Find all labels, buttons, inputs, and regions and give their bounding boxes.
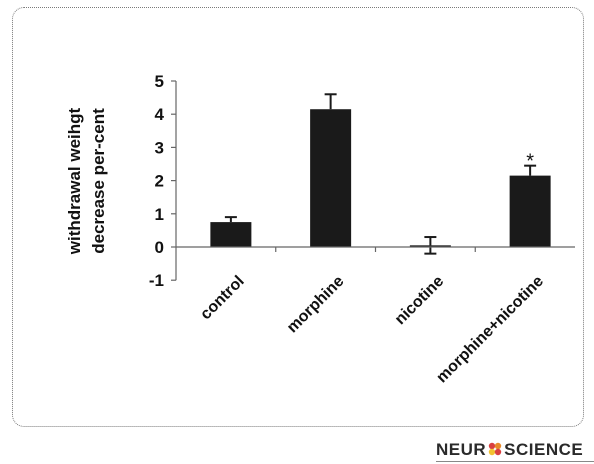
- y-tick-label: 0: [155, 238, 164, 257]
- y-tick-label: 4: [155, 105, 165, 124]
- logo-text-left: NEUR: [436, 440, 487, 459]
- y-tick-label: 5: [155, 72, 164, 91]
- y-axis-label: withdrawal weihgt decrease per-cent: [65, 107, 108, 255]
- category-label: control: [197, 273, 247, 323]
- bar: [310, 109, 352, 247]
- axes: [175, 81, 575, 281]
- y-tick-label: 2: [155, 172, 164, 191]
- significance-marker: *: [526, 151, 534, 173]
- neuroscience-logo: NEUR SCIENCE: [436, 440, 583, 460]
- bar: [509, 175, 551, 247]
- chart-frame: [12, 7, 584, 427]
- category-label: morphine: [284, 273, 348, 337]
- y-axis-ticks: -1 0 1 2 3 4 5: [149, 72, 176, 290]
- y-tick-label: 3: [155, 138, 164, 157]
- category-label: nicotine: [392, 273, 447, 328]
- y-axis-label-line-2: decrease per-cent: [89, 108, 108, 254]
- y-tick-label: 1: [155, 205, 164, 224]
- y-axis-label-line-1: withdrawal weihgt: [65, 107, 84, 255]
- category-label: morphine+nicotine: [433, 273, 547, 387]
- y-tick-label: -1: [149, 271, 164, 290]
- logo-brain-icon: [488, 442, 502, 456]
- logo-underline: [436, 461, 594, 462]
- logo-text-right: SCIENCE: [504, 440, 584, 459]
- bar-chart: withdrawal weihgt decrease per-cent -1 0 1…: [65, 72, 575, 387]
- bars: *: [210, 93, 551, 255]
- bar: [210, 222, 252, 247]
